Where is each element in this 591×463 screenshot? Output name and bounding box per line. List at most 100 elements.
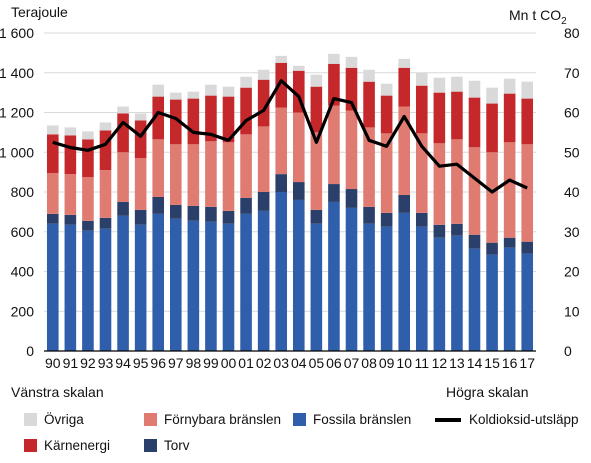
bar-segment-förnybara-bränslen-91	[64, 174, 77, 215]
bar-segment-kärnenergi-09	[380, 95, 393, 134]
legend-item-koldioxid: Koldioksid-utsläpp	[435, 412, 579, 427]
bar-segment-förnybara-bränslen-93	[99, 170, 112, 218]
legend-swatch	[144, 439, 157, 452]
bar-segment-fossila-bränslen-05	[310, 223, 323, 351]
bar-segment-övriga-11	[415, 72, 428, 86]
x-tick-label: 12	[432, 355, 448, 371]
bar-segment-torv-95	[134, 209, 147, 225]
left-tick-label: 1 000	[0, 144, 34, 160]
bar-segment-förnybara-bränslen-99	[205, 141, 217, 207]
bar-segment-torv-99	[205, 206, 217, 222]
bar-segment-kärnenergi-00	[222, 96, 235, 143]
legend-line-swatch	[435, 417, 461, 422]
bar-segment-torv-90	[46, 213, 59, 224]
bar-segment-förnybara-bränslen-09	[380, 133, 393, 213]
bar-segment-torv-08	[363, 206, 375, 224]
bar-segment-kärnenergi-02	[257, 79, 270, 127]
bar-segment-torv-17	[521, 241, 534, 254]
bar-segment-förnybara-bränslen-95	[134, 158, 147, 210]
bar-segment-övriga-08	[363, 69, 375, 82]
right-tick-label: 30	[564, 224, 580, 240]
bar-segment-fossila-bränslen-16	[503, 247, 516, 351]
x-tick-label: 17	[519, 355, 535, 371]
bar-segment-torv-10	[398, 194, 411, 213]
bar-segment-förnybara-bränslen-92	[82, 177, 94, 221]
bar-segment-kärnenergi-01	[240, 87, 252, 135]
bar-segment-övriga-02	[257, 69, 270, 80]
bar-segment-övriga-03	[275, 55, 288, 63]
x-tick-label: 11	[415, 355, 430, 371]
bar-segment-övriga-09	[380, 83, 393, 96]
bar-segment-fossila-bränslen-01	[240, 213, 252, 351]
right-tick-label: 40	[564, 184, 580, 200]
bar-segment-fossila-bränslen-97	[169, 218, 182, 351]
x-tick-label: 10	[396, 355, 412, 371]
bar-segment-fossila-bränslen-03	[275, 192, 288, 351]
bar-segment-kärnenergi-15	[486, 103, 498, 153]
x-tick-label: 96	[150, 355, 166, 371]
x-tick-label: 09	[379, 355, 395, 371]
legend-label: Kärnenergi	[44, 438, 111, 453]
bar-segment-kärnenergi-07	[345, 67, 358, 111]
bar-segment-förnybara-bränslen-12	[433, 143, 446, 225]
legend-item-torv: Torv	[144, 438, 190, 453]
bar-segment-kärnenergi-14	[468, 97, 481, 148]
bar-segment-förnybara-bränslen-03	[275, 107, 288, 175]
bar-segment-förnybara-bränslen-97	[169, 144, 182, 205]
co2-emissions-line	[52, 79, 528, 194]
bar-segment-torv-13	[451, 223, 463, 236]
bar-segment-förnybara-bränslen-01	[240, 134, 252, 198]
bar-segment-övriga-95	[134, 113, 147, 121]
co2-line	[52, 79, 528, 194]
bar-segment-fossila-bränslen-06	[328, 201, 340, 351]
x-tick-label: 03	[273, 355, 289, 371]
legend-swatch	[144, 413, 157, 426]
bar-segment-fossila-bränslen-04	[292, 199, 305, 351]
x-tick-label: 07	[344, 355, 360, 371]
right-scale-label: Högra skalan	[446, 384, 529, 400]
bar-segment-övriga-13	[451, 76, 463, 92]
x-tick-label: 06	[326, 355, 342, 371]
bar-segment-torv-00	[222, 210, 235, 224]
x-tick-label: 99	[203, 355, 219, 371]
bar-segment-övriga-16	[503, 78, 516, 94]
legend-item-fossila: Fossila bränslen	[293, 412, 411, 427]
left-tick-label: 1 600	[0, 25, 34, 41]
bar-segment-fossila-bränslen-02	[257, 210, 270, 351]
bar-segment-fossila-bränslen-99	[205, 221, 217, 351]
bar-segment-torv-15	[486, 242, 498, 255]
bar-segment-torv-03	[275, 174, 288, 192]
bar-segment-kärnenergi-08	[363, 81, 375, 128]
bar-segment-fossila-bränslen-12	[433, 237, 446, 351]
x-tick-label: 91	[63, 355, 79, 371]
bar-segment-kärnenergi-10	[398, 67, 411, 107]
bar-segment-kärnenergi-12	[433, 92, 446, 144]
legend-label: Torv	[164, 438, 190, 453]
bar-segment-kärnenergi-94	[117, 113, 129, 153]
legend-swatch	[24, 439, 37, 452]
x-tick-label: 95	[133, 355, 149, 371]
bar-segment-kärnenergi-98	[187, 98, 200, 145]
right-tick-label: 60	[564, 105, 580, 121]
bar-segment-övriga-07	[345, 56, 358, 68]
bar-segment-fossila-bränslen-14	[468, 248, 481, 351]
bar-segment-förnybara-bränslen-00	[222, 142, 235, 211]
bar-segment-förnybara-bränslen-98	[187, 144, 200, 206]
bar-segment-torv-09	[380, 212, 393, 227]
x-tick-label: 13	[449, 355, 465, 371]
x-tick-label: 94	[115, 355, 131, 371]
x-tick-label: 90	[45, 355, 61, 371]
bar-segment-torv-11	[415, 212, 428, 227]
left-tick-label: 0	[26, 343, 34, 359]
bar-segment-kärnenergi-04	[292, 70, 305, 113]
bar-segment-kärnenergi-13	[451, 91, 463, 140]
bar-segment-torv-02	[257, 192, 270, 211]
bar-segment-fossila-bränslen-10	[398, 212, 411, 351]
bar-segment-förnybara-bränslen-96	[152, 139, 165, 197]
bar-segment-övriga-91	[64, 127, 77, 136]
bar-segment-kärnenergi-99	[205, 95, 217, 142]
bar-segment-torv-06	[328, 184, 340, 202]
bar-segment-fossila-bränslen-08	[363, 223, 375, 351]
bar-segment-förnybara-bränslen-17	[521, 144, 534, 242]
